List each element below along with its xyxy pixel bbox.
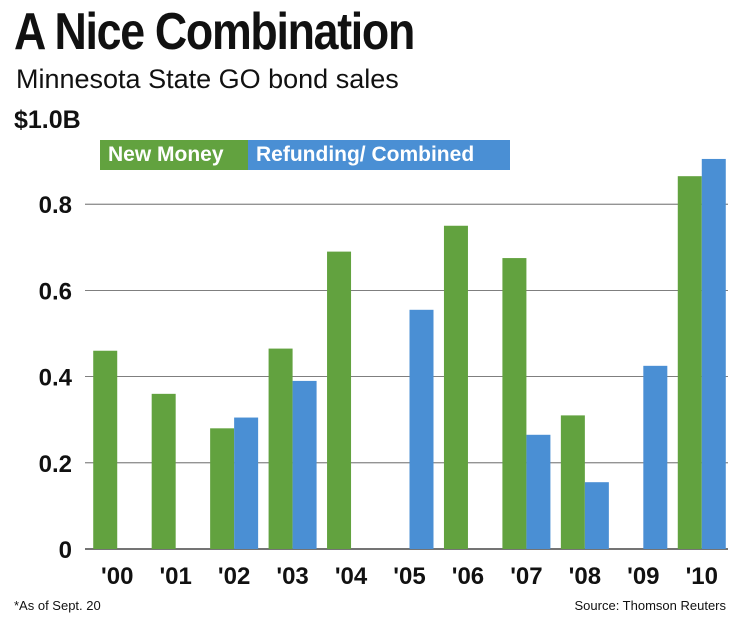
bar-refunding-combined bbox=[643, 365, 668, 549]
x-axis-ticks: '00 '01 '02 '03 '04 '05 '06 '07 '08 '09 '10 bbox=[101, 563, 718, 590]
footnote: *As of Sept. 20 bbox=[14, 598, 101, 613]
bar-refunding-combined bbox=[292, 380, 317, 549]
x-tick-label: '01 bbox=[159, 563, 191, 590]
bar-new-money bbox=[443, 225, 468, 549]
legend-new-money: New Money bbox=[100, 140, 248, 170]
bar-new-money bbox=[560, 415, 585, 549]
x-tick-label: '02 bbox=[218, 563, 250, 590]
bar-refunding-combined bbox=[526, 434, 551, 549]
source-credit: Source: Thomson Reuters bbox=[574, 598, 727, 613]
bar-new-money bbox=[268, 348, 293, 549]
y-tick-label: 0.8 bbox=[39, 192, 72, 219]
x-tick-label: '03 bbox=[276, 563, 308, 590]
bar-refunding-combined bbox=[701, 158, 726, 549]
x-tick-label: '07 bbox=[510, 563, 542, 590]
x-tick-label: '09 bbox=[627, 563, 659, 590]
y-tick-label: 0.4 bbox=[39, 365, 73, 392]
bar-new-money bbox=[327, 251, 352, 550]
bar-refunding-combined bbox=[234, 417, 259, 549]
bar-new-money bbox=[502, 258, 527, 549]
x-tick-label: '10 bbox=[686, 563, 718, 590]
x-tick-label: '04 bbox=[335, 563, 368, 590]
x-tick-label: '06 bbox=[452, 563, 484, 590]
x-tick-label: '05 bbox=[393, 563, 425, 590]
y-axis-unit-label: $1.0B bbox=[14, 106, 81, 134]
bars bbox=[93, 158, 726, 550]
bar-refunding-combined bbox=[584, 482, 609, 549]
chart-title: A Nice Combination bbox=[14, 3, 415, 61]
bar-new-money bbox=[93, 350, 118, 549]
chart-subtitle: Minnesota State GO bond sales bbox=[16, 64, 399, 94]
gridlines bbox=[85, 203, 728, 550]
y-tick-label: 0 bbox=[59, 537, 72, 564]
y-axis-ticks: 0 0.2 0.4 0.6 0.8 bbox=[39, 192, 73, 564]
bar-refunding-combined bbox=[409, 309, 434, 549]
y-tick-label: 0.6 bbox=[39, 278, 72, 305]
x-tick-label: '08 bbox=[569, 563, 601, 590]
y-tick-label: 0.2 bbox=[39, 451, 72, 478]
x-tick-label: '00 bbox=[101, 563, 133, 590]
legend-refunding-combined: Refunding/ Combined bbox=[248, 140, 510, 170]
bar-new-money bbox=[677, 176, 702, 549]
bar-new-money bbox=[151, 393, 176, 549]
bar-new-money bbox=[210, 428, 235, 549]
